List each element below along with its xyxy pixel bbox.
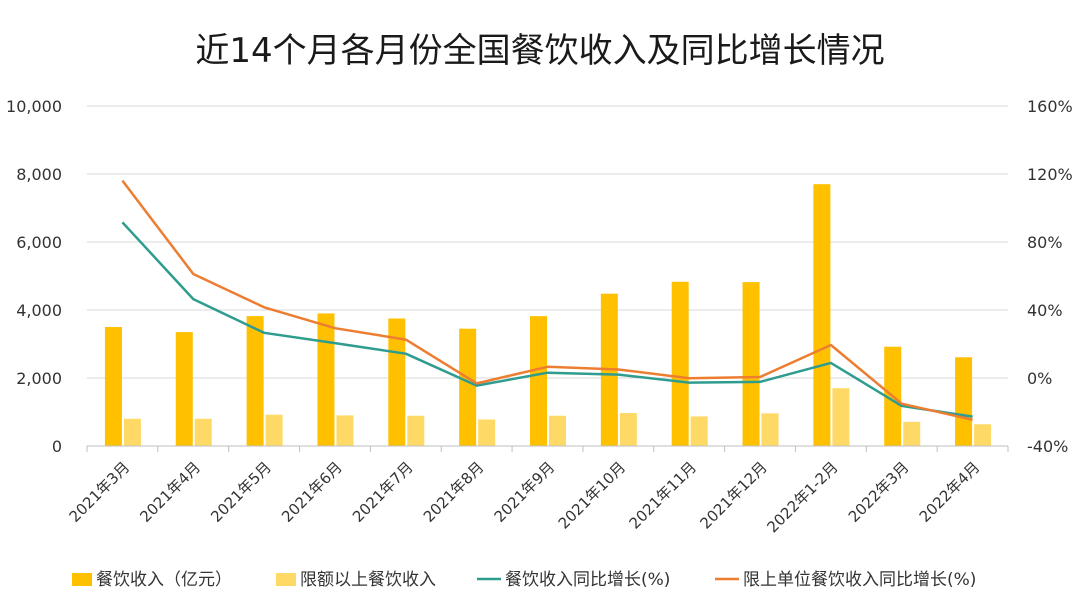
x-tick-label: 2021年10月: [555, 458, 629, 532]
right-tick-label: 0%: [1027, 369, 1052, 388]
x-tick-label: 2021年5月: [207, 458, 275, 526]
bar-catering-revenue: [742, 282, 760, 446]
x-tick-label: 2021年4月: [136, 458, 204, 526]
left-tick-label: 0: [52, 437, 62, 456]
right-axis: -40% 0% 40% 80% 120% 160%: [1027, 97, 1073, 456]
left-tick-label: 8,000: [16, 165, 62, 184]
legend-swatch: [72, 573, 92, 586]
bar-catering-revenue: [530, 316, 547, 446]
x-axis: 2021年3月 2021年4月 2021年5月 2021年6月 2021年7月 2021年…: [66, 445, 1009, 536]
bar-catering-revenue: [317, 313, 335, 446]
x-tick-label: 2021年7月: [349, 458, 417, 526]
bar-above-quota-revenue: [832, 388, 850, 446]
x-tick-label: 2021年6月: [278, 458, 346, 526]
bar-above-quota-revenue: [761, 413, 779, 446]
x-tick-label: 2021年12月: [696, 458, 770, 532]
right-tick-label: 80%: [1027, 233, 1063, 252]
x-tick-label: 2022年1-2月: [763, 458, 841, 536]
legend-label: 限上单位餐饮收入同比增长(%): [743, 570, 976, 590]
bar-catering-revenue: [175, 332, 193, 446]
bar-catering-revenue: [388, 318, 406, 446]
bar-catering-revenue: [813, 184, 831, 446]
left-tick-label: 2,000: [16, 369, 62, 388]
bar-above-quota-revenue: [407, 415, 425, 446]
line-catering-yoy: [121, 221, 973, 418]
bar-above-quota-revenue: [123, 418, 141, 446]
right-tick-label: 160%: [1027, 97, 1073, 116]
bar-above-quota-revenue: [549, 415, 566, 446]
chart-title: 近14个月各月份全国餐饮收入及同比增长情况: [195, 31, 884, 71]
bar-above-quota-revenue: [265, 414, 283, 446]
bar-above-quota-revenue: [194, 418, 212, 446]
legend-swatch: [276, 573, 296, 586]
left-tick-label: 10,000: [6, 97, 62, 116]
left-tick-label: 6,000: [16, 233, 62, 252]
bar-above-quota-revenue: [336, 415, 354, 446]
legend-label: 限额以上餐饮收入: [300, 570, 436, 590]
bar-above-quota-revenue: [974, 424, 992, 446]
legend: 餐饮收入（亿元） 限额以上餐饮收入 餐饮收入同比增长(%) 限上单位餐饮收入同比增长(…: [72, 570, 976, 590]
x-tick-label: 2021年8月: [420, 458, 488, 526]
bars: [104, 184, 992, 446]
legend-label: 餐饮收入（亿元）: [96, 570, 232, 590]
x-tick-label: 2021年9月: [491, 458, 559, 526]
x-tick-label: 2022年3月: [845, 458, 913, 526]
gridlines: [87, 105, 1008, 379]
x-tick-label: 2021年11月: [626, 458, 700, 532]
bar-catering-revenue: [246, 316, 264, 446]
right-tick-label: -40%: [1027, 437, 1068, 456]
x-tick-label: 2021年3月: [66, 458, 134, 526]
bar-above-quota-revenue: [690, 416, 708, 446]
bar-catering-revenue: [104, 327, 122, 446]
bar-above-quota-revenue: [478, 419, 496, 446]
left-axis: 0 2,000 4,000 6,000 8,000 10,000: [6, 97, 62, 456]
bar-above-quota-revenue: [903, 421, 921, 446]
legend-label: 餐饮收入同比增长(%): [505, 570, 670, 590]
bar-above-quota-revenue: [619, 413, 637, 446]
right-tick-label: 40%: [1027, 301, 1063, 320]
lines: [121, 179, 973, 422]
right-tick-label: 120%: [1027, 165, 1073, 184]
left-tick-label: 4,000: [16, 301, 62, 320]
bar-catering-revenue: [671, 281, 689, 446]
bar-catering-revenue: [955, 357, 973, 446]
x-tick-label: 2022年4月: [916, 458, 984, 526]
line-above-quota-yoy: [121, 179, 973, 422]
bar-catering-revenue: [459, 328, 477, 446]
